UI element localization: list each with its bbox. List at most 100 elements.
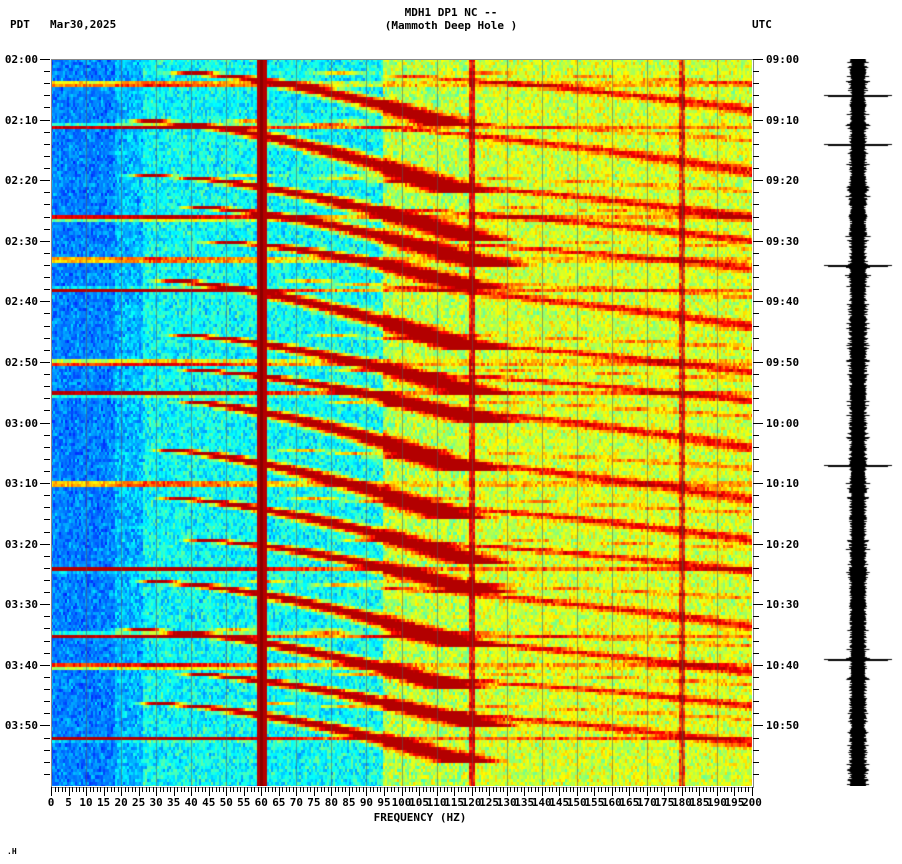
time-tick-minor — [753, 773, 759, 775]
frequency-axis-tick-label: 15 — [96, 796, 111, 809]
frequency-axis-tick-label: 90 — [359, 796, 374, 809]
freq-tick-minor — [668, 787, 669, 792]
time-tick-minor — [44, 446, 50, 448]
freq-tick-minor — [433, 787, 434, 792]
time-tick-minor — [44, 349, 50, 351]
freq-tick-major — [577, 787, 578, 796]
freq-tick-minor — [720, 787, 721, 792]
freq-tick-major — [612, 787, 613, 796]
time-tick-minor — [44, 531, 50, 533]
time-tick-minor — [753, 95, 759, 97]
freq-tick-minor — [125, 787, 126, 792]
time-tick-minor — [44, 640, 50, 642]
freq-tick-minor — [538, 787, 539, 792]
time-tick-major — [753, 301, 763, 303]
time-tick-minor — [44, 155, 50, 157]
freq-tick-minor — [55, 787, 56, 792]
time-axis-tick-label: 03:50 — [4, 719, 38, 733]
freq-tick-minor — [500, 787, 501, 792]
frequency-axis-tick-label: 55 — [237, 796, 251, 809]
frequency-axis-tick-label: 65 — [272, 796, 286, 809]
freq-tick-minor — [195, 787, 196, 792]
freq-tick-minor — [118, 787, 119, 792]
time-tick-minor — [44, 71, 50, 73]
freq-tick-minor — [654, 787, 655, 792]
spectrogram-plot[interactable] — [51, 59, 752, 786]
time-tick-minor — [44, 289, 50, 291]
time-tick-minor — [753, 458, 759, 460]
freq-tick-major — [507, 787, 508, 796]
time-tick-major — [753, 664, 763, 666]
freq-tick-minor — [626, 787, 627, 792]
time-tick-minor — [753, 713, 759, 715]
time-axis-tick-label: 03:40 — [4, 658, 38, 672]
freq-tick-minor — [359, 787, 360, 792]
freq-tick-minor — [580, 787, 581, 792]
spectrogram-canvas[interactable] — [51, 59, 752, 786]
time-tick-minor — [753, 228, 759, 230]
freq-tick-major — [472, 787, 473, 796]
time-tick-minor — [753, 628, 759, 630]
freq-tick-minor — [706, 787, 707, 792]
freq-tick-major — [384, 787, 385, 796]
time-tick-major — [40, 725, 50, 727]
freq-tick-minor — [212, 787, 213, 792]
time-tick-major — [753, 119, 763, 121]
frequency-axis-tick-label: 5 — [65, 796, 72, 809]
time-tick-minor — [44, 277, 50, 279]
time-axis-tick-label: 10:10 — [766, 477, 800, 491]
time-tick-minor — [753, 386, 759, 388]
time-tick-minor — [753, 216, 759, 218]
time-tick-major — [40, 422, 50, 424]
time-tick-major — [753, 180, 763, 182]
time-tick-minor — [44, 107, 50, 109]
freq-tick-minor — [160, 787, 161, 792]
seismogram-trace-canvas — [822, 59, 894, 786]
freq-tick-minor — [468, 787, 469, 792]
freq-tick-minor — [731, 787, 732, 792]
time-axis-tick-label: 02:00 — [4, 53, 38, 66]
freq-tick-minor — [111, 787, 112, 792]
time-tick-minor — [44, 398, 50, 400]
freq-tick-minor — [409, 787, 410, 792]
time-tick-minor — [44, 95, 50, 97]
time-tick-minor — [44, 616, 50, 618]
freq-tick-minor — [556, 787, 557, 792]
frequency-axis-tick-label: 125 — [479, 796, 500, 809]
freq-tick-minor — [188, 787, 189, 792]
time-tick-minor — [753, 555, 759, 557]
frequency-axis-tick-label: 155 — [584, 796, 605, 809]
time-tick-minor — [44, 228, 50, 230]
freq-tick-major — [489, 787, 490, 796]
freq-tick-minor — [685, 787, 686, 792]
time-tick-minor — [753, 652, 759, 654]
time-tick-minor — [753, 592, 759, 594]
time-tick-minor — [44, 313, 50, 315]
time-axis-tick-label: 10:50 — [766, 719, 800, 733]
freq-tick-minor — [514, 787, 515, 792]
freq-tick-minor — [153, 787, 154, 792]
frequency-axis-tick-label: 175 — [654, 796, 675, 809]
freq-tick-minor — [107, 787, 108, 792]
freq-tick-minor — [219, 787, 220, 792]
freq-tick-minor — [703, 787, 704, 792]
freq-tick-minor — [535, 787, 536, 792]
time-tick-minor — [753, 337, 759, 339]
frequency-axis-tick-label: 100 — [391, 796, 412, 809]
frequency-axis-tick-label: 95 — [377, 796, 391, 809]
frequency-axis-tick-label: 145 — [549, 796, 570, 809]
time-tick-minor — [44, 676, 50, 678]
freq-tick-minor — [289, 787, 290, 792]
date-label: Mar30,2025 — [50, 18, 117, 31]
freq-tick-minor — [503, 787, 504, 792]
time-tick-minor — [44, 252, 50, 254]
freq-tick-minor — [387, 787, 388, 792]
time-axis-tick-label: 02:40 — [4, 295, 38, 309]
freq-tick-major — [104, 787, 105, 796]
freq-tick-minor — [426, 787, 427, 792]
freq-tick-major — [437, 787, 438, 796]
time-tick-minor — [753, 313, 759, 315]
freq-tick-major — [734, 787, 735, 796]
freq-tick-minor — [423, 787, 424, 792]
freq-tick-major — [664, 787, 665, 796]
